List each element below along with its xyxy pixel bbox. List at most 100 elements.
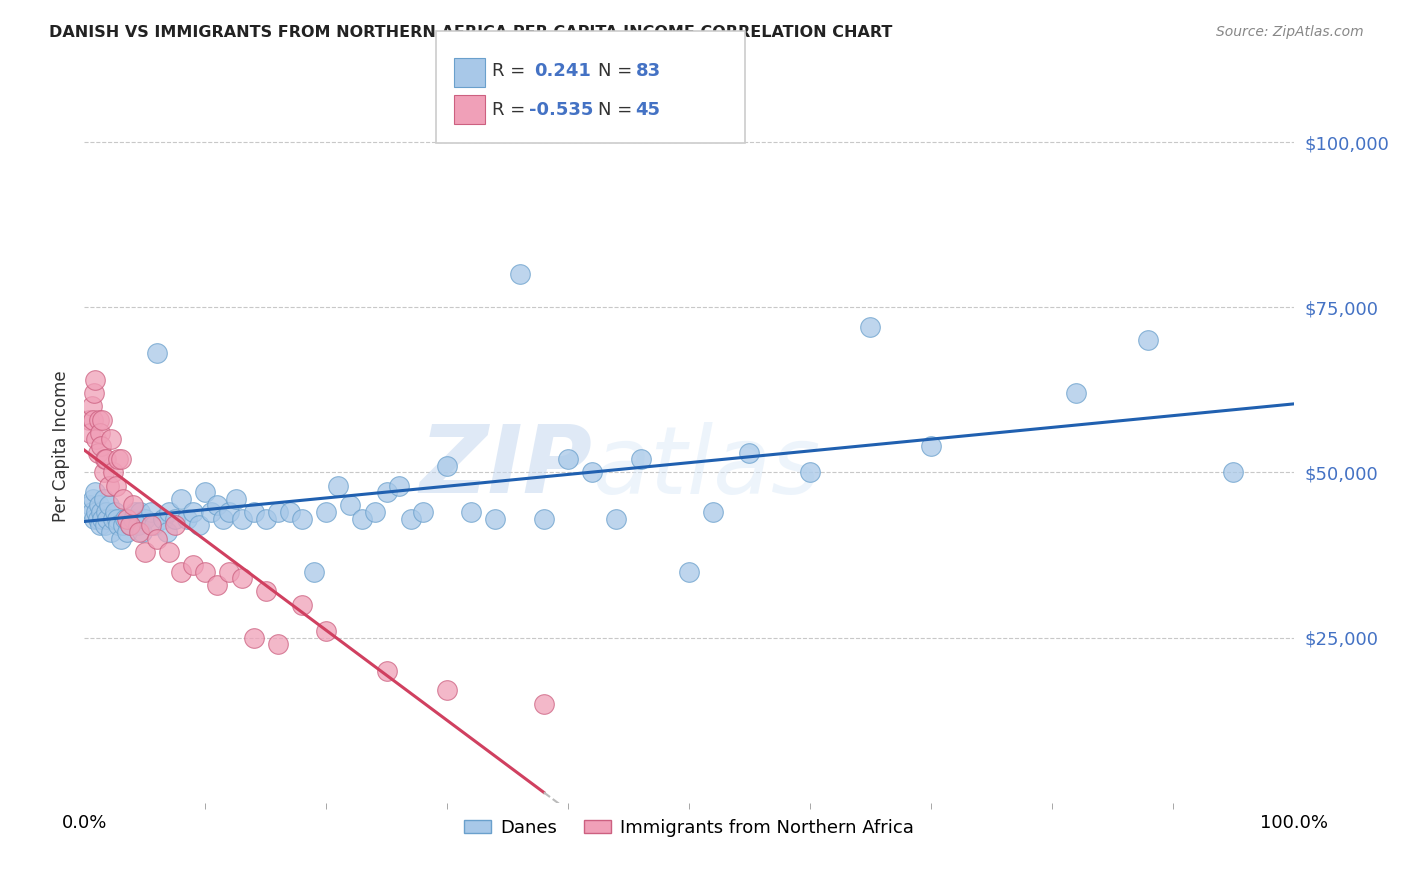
Point [200, 505, 222, 519]
Point [112, 491, 135, 506]
Point [82, 412, 104, 426]
Point [94, 452, 117, 467]
Point [165, 511, 187, 525]
Point [1137, 333, 1160, 347]
Point [84, 485, 107, 500]
Text: 0.241: 0.241 [534, 62, 591, 80]
Point [157, 545, 180, 559]
Point [115, 511, 138, 525]
Point [79, 499, 101, 513]
Point [103, 511, 125, 525]
Text: DANISH VS IMMIGRANTS FROM NORTHERN AFRICA PER CAPITA INCOME CORRELATION CHART: DANISH VS IMMIGRANTS FROM NORTHERN AFRIC… [49, 25, 893, 40]
Point [89, 425, 111, 440]
Text: R =: R = [492, 101, 531, 119]
Point [212, 511, 235, 525]
Point [799, 466, 821, 480]
Point [557, 452, 579, 467]
Point [436, 458, 458, 473]
Point [291, 511, 314, 525]
Point [181, 558, 204, 572]
Point [533, 697, 555, 711]
Point [128, 524, 150, 539]
Point [605, 511, 627, 525]
Point [86, 433, 108, 447]
Text: ZIP: ZIP [419, 421, 592, 514]
Point [436, 683, 458, 698]
Point [278, 505, 301, 519]
Point [315, 505, 337, 519]
Point [399, 511, 422, 525]
Point [129, 505, 152, 519]
Point [146, 346, 169, 360]
Point [105, 511, 128, 525]
Legend: Danes, Immigrants from Northern Africa: Danes, Immigrants from Northern Africa [457, 812, 921, 844]
Point [86, 445, 108, 459]
Point [139, 505, 162, 519]
Point [82, 491, 104, 506]
Point [581, 466, 603, 480]
Point [86, 505, 108, 519]
Point [91, 511, 114, 525]
Point [97, 499, 120, 513]
Point [94, 452, 117, 467]
Point [83, 511, 105, 525]
Point [87, 412, 110, 426]
Point [231, 511, 253, 525]
Point [678, 565, 700, 579]
Point [104, 478, 127, 492]
Point [100, 524, 122, 539]
Point [134, 545, 156, 559]
Point [207, 499, 229, 513]
Point [79, 425, 101, 440]
Point [375, 485, 398, 500]
Point [139, 518, 162, 533]
Point [267, 637, 290, 651]
Point [131, 524, 153, 539]
Point [302, 565, 325, 579]
Point [388, 478, 411, 492]
Point [188, 518, 211, 533]
Point [176, 511, 198, 525]
Point [100, 433, 122, 447]
Text: -0.535: -0.535 [529, 101, 593, 119]
Point [509, 267, 531, 281]
Point [375, 664, 398, 678]
Point [859, 320, 882, 334]
Point [93, 491, 115, 506]
Point [134, 511, 156, 525]
Point [110, 532, 132, 546]
Text: 83: 83 [636, 62, 661, 80]
Point [267, 505, 290, 519]
Text: 45: 45 [636, 101, 661, 119]
Point [94, 518, 117, 533]
Point [738, 445, 761, 459]
Point [460, 505, 482, 519]
Point [194, 565, 217, 579]
Point [218, 505, 240, 519]
Point [120, 518, 142, 533]
Point [181, 505, 204, 519]
Point [121, 511, 143, 525]
Point [1064, 386, 1087, 401]
Point [115, 524, 138, 539]
Point [218, 565, 240, 579]
Point [165, 518, 187, 533]
Point [231, 571, 253, 585]
Point [630, 452, 652, 467]
Point [157, 505, 180, 519]
Point [155, 524, 177, 539]
Point [207, 578, 229, 592]
Point [114, 511, 136, 525]
Point [412, 505, 434, 519]
Point [80, 400, 103, 414]
Point [533, 511, 555, 525]
Text: R =: R = [492, 62, 537, 80]
Point [225, 491, 247, 506]
Point [920, 439, 942, 453]
Text: Source: ZipAtlas.com: Source: ZipAtlas.com [1216, 25, 1364, 39]
Point [143, 518, 166, 533]
Point [254, 511, 277, 525]
Point [120, 518, 142, 533]
Point [107, 518, 129, 533]
Point [127, 518, 149, 533]
